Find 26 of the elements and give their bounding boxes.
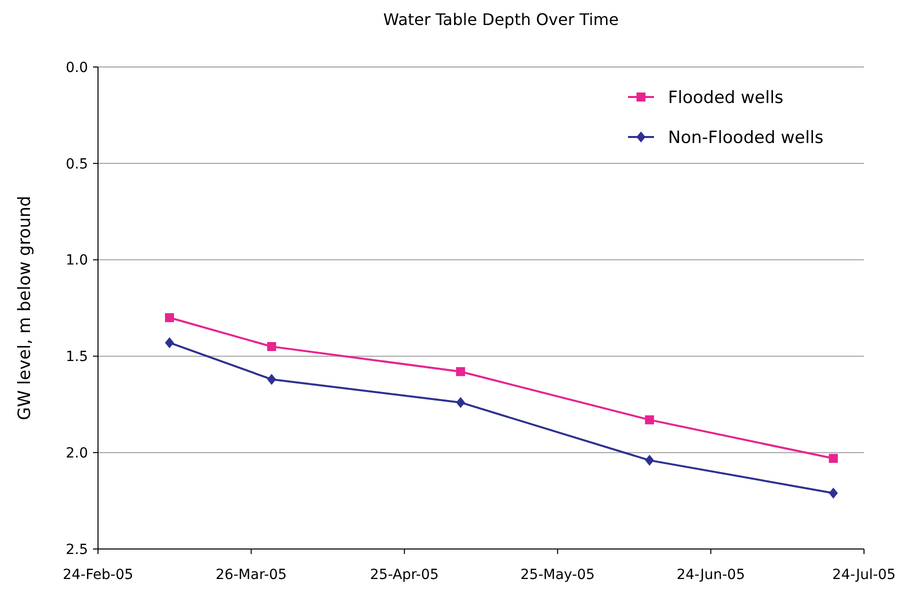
- point: [456, 396, 466, 408]
- y-axis-title: GW level, m below ground: [15, 196, 35, 420]
- point: [164, 313, 174, 322]
- x-tick-label: 25-Apr-05: [370, 567, 439, 583]
- y-tick-label: 2.5: [66, 542, 88, 558]
- chart-title: Water Table Depth Over Time: [383, 10, 619, 29]
- point: [267, 374, 276, 385]
- y-tick-label: 1.0: [66, 252, 88, 269]
- x-tick-label: 24-Jun-05: [676, 567, 745, 583]
- point: [267, 342, 276, 352]
- y-tick-label: 2.0: [66, 446, 88, 462]
- x-tick-label: 26-Mar-05: [216, 567, 287, 583]
- point: [645, 454, 654, 466]
- x-tick-label: 24-Feb-05: [62, 567, 134, 583]
- point: [456, 367, 466, 376]
- y-tick-label: 0.0: [66, 60, 88, 76]
- point: [164, 337, 174, 348]
- y-tick-label: 1.5: [66, 349, 88, 366]
- point: [828, 454, 838, 463]
- y-tick-label: 0.5: [66, 156, 88, 172]
- legend-label: Flooded wells: [668, 88, 784, 108]
- point: [828, 488, 838, 499]
- x-tick-label: 24-Jul-05: [832, 567, 896, 583]
- legend-label: Non-Flooded wells: [668, 128, 824, 148]
- x-tick-label: 25-May-05: [520, 567, 595, 583]
- point: [645, 415, 654, 424]
